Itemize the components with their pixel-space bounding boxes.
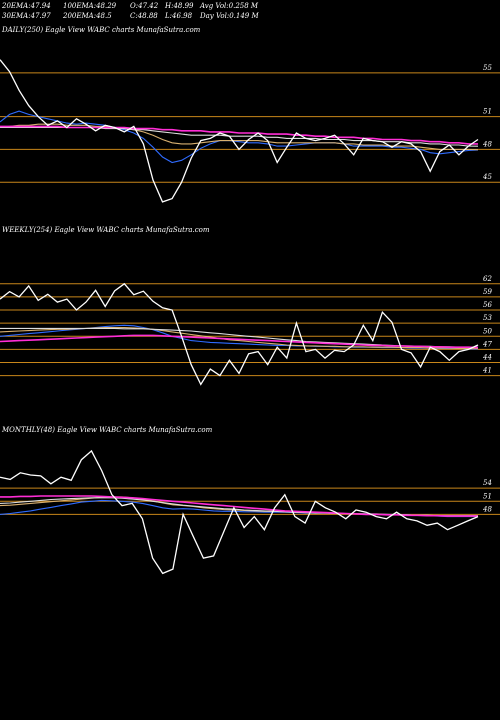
weekly-level-label: 41 [482,367,492,375]
daily-ema-magenta-line [0,125,478,145]
monthly-panel-label: MONTHLY(48) Eagle View WABC charts Munaf… [2,426,213,434]
weekly-level-label: 59 [483,288,492,296]
monthly-price-line [0,449,479,575]
stat-30ema: 30EMA:47.97 [2,12,51,20]
weekly-ema-magenta-line [0,334,479,349]
weekly-panel-label: WEEKLY(254) Eagle View WABC charts Munaf… [2,226,210,234]
stat-day-vol: Day Vol:0.149 M [200,12,259,20]
daily-level-label: 55 [483,64,492,72]
daily-chart: 55 51 48 45 [0,59,500,203]
monthly-level-label: 51 [483,492,492,500]
weekly-level-label: 53 [483,314,492,322]
weekly-chart: 62 59 56 53 50 47 44 41 [0,275,500,386]
stat-high: H:48.99 [165,2,194,10]
daily-price-line [0,59,479,203]
monthly-level-label: 48 [482,505,492,513]
weekly-level-label: 44 [482,354,492,362]
daily-level-label: 48 [482,140,492,148]
monthly-ema-magenta-line [0,495,478,517]
daily-ema-tan-line [0,123,479,151]
daily-ema-blue-line [0,110,479,164]
weekly-level-label: 56 [483,301,492,309]
monthly-level-label: 54 [483,479,492,487]
stat-avg-vol: Avg Vol:0.258 M [200,2,259,10]
stat-low: L:46.98 [165,12,193,20]
weekly-level-label: 50 [483,327,492,335]
weekly-level-label: 47 [482,340,492,348]
daily-level-label: 51 [483,108,492,116]
stat-open: O:47.42 [130,2,159,10]
monthly-chart: 54 51 48 [0,449,500,575]
daily-panel-label: DAILY(250) Eagle View WABC charts Munafa… [2,26,201,34]
weekly-price-line [0,282,479,386]
stat-close: C:48.88 [130,12,158,20]
stat-200ema: 200EMA:48.5 [63,12,112,20]
stat-20ema: 20EMA:47.94 [2,2,51,10]
weekly-level-label: 62 [483,275,492,283]
stat-100ema: 100EMA:48.29 [63,2,117,10]
daily-level-label: 45 [482,173,492,181]
